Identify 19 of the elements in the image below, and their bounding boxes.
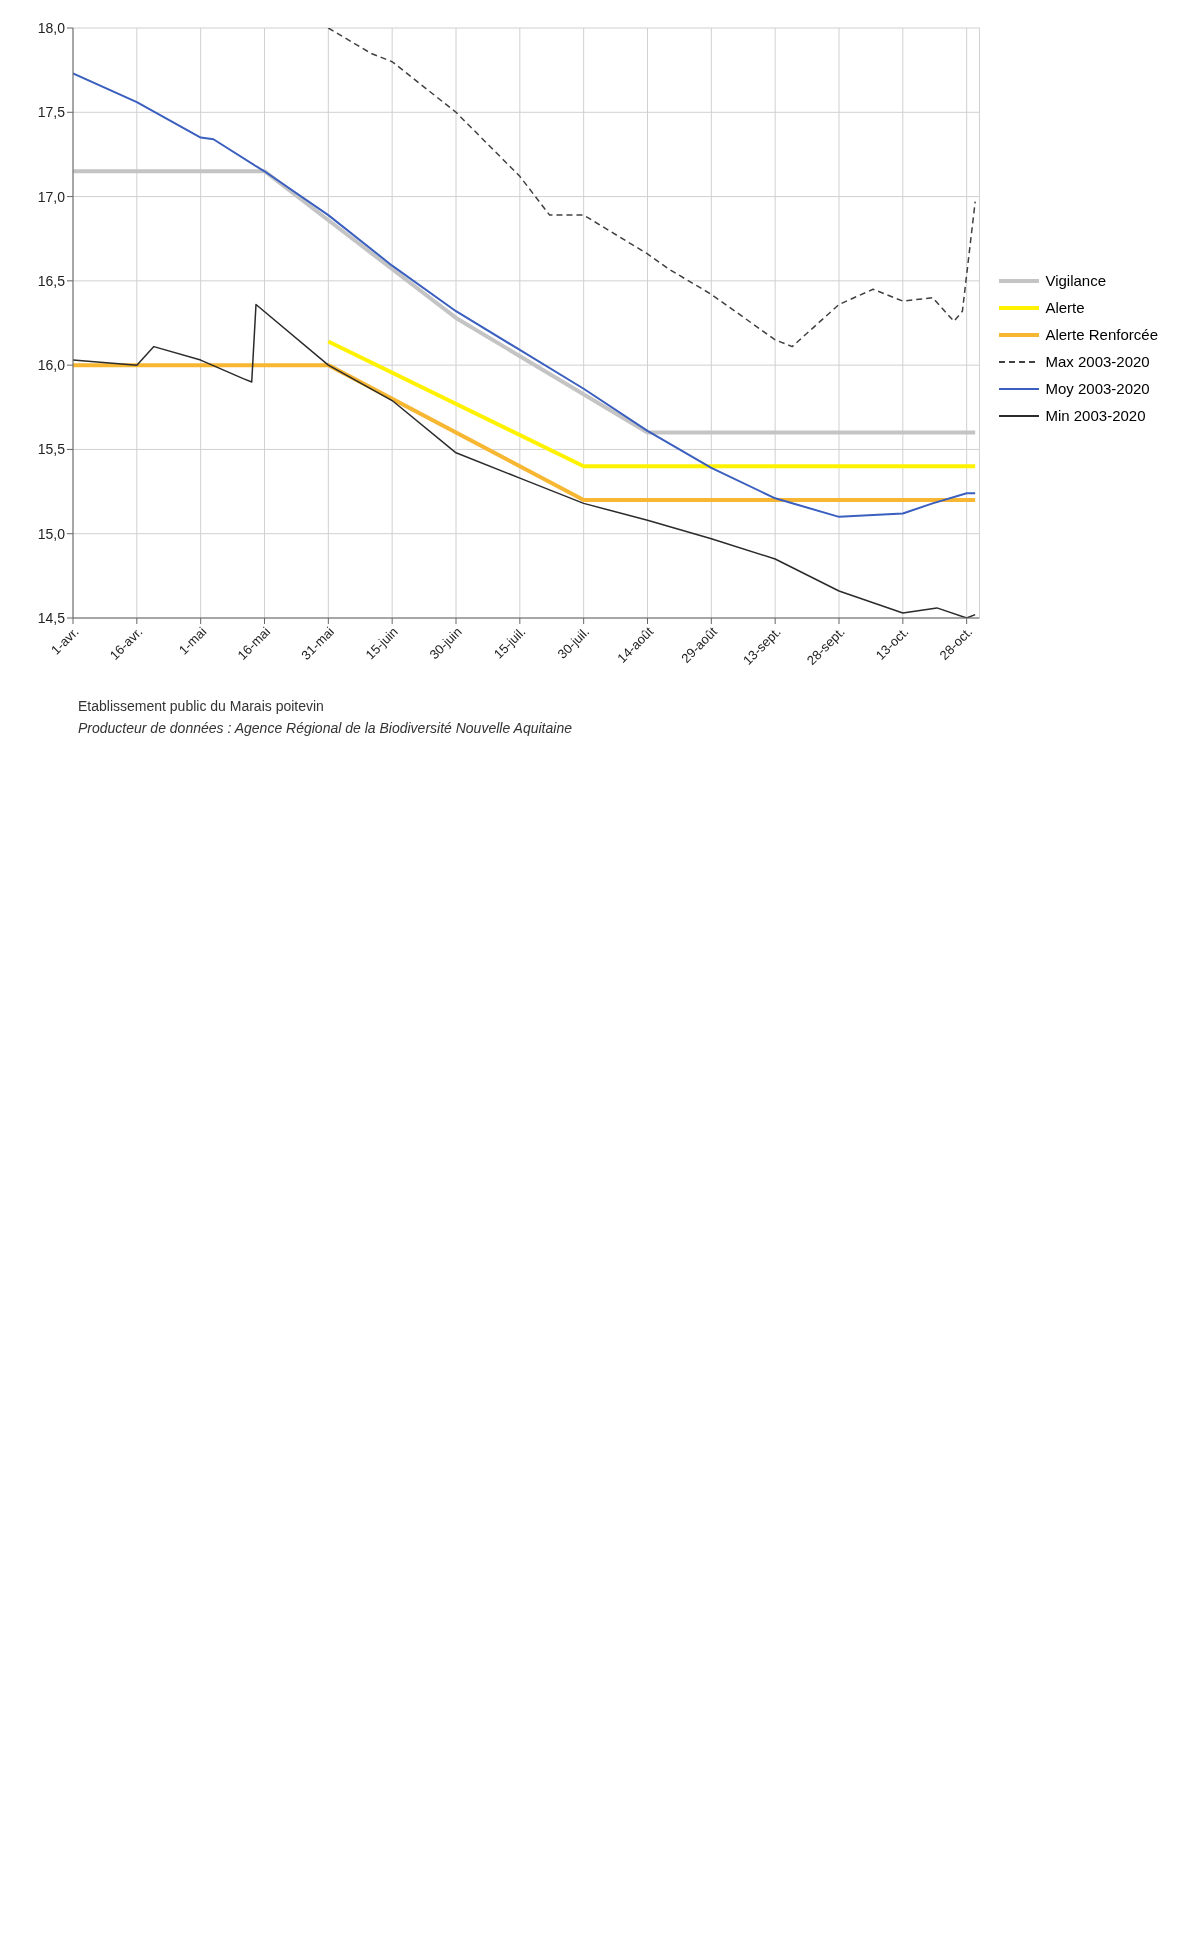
y-tick-label: 14,5 xyxy=(37,609,66,626)
y-tick-label: 17,0 xyxy=(37,188,66,205)
y-tick-label: 15,0 xyxy=(37,525,66,542)
y-tick-label: 16,5 xyxy=(37,272,66,289)
legend-label: Max 2003-2020 xyxy=(1045,353,1150,370)
text: Producteur de données : Agence Régional de la Biodiversité Nouvelle Aquitaine xyxy=(78,720,573,736)
line-series xyxy=(73,303,976,618)
text: Etablissement public du Marais poitevin xyxy=(78,698,325,714)
legend-label: Moy 2003-2020 xyxy=(1045,380,1150,397)
y-tick-label: 18,0 xyxy=(37,19,66,36)
y-tick-label: 17,5 xyxy=(37,104,66,121)
line-series xyxy=(73,72,977,518)
y-tick-label: 16,0 xyxy=(37,357,66,374)
legend-label: Vigilance xyxy=(1045,272,1107,289)
line-series xyxy=(327,28,976,348)
legend-label: Min 2003-2020 xyxy=(1045,407,1146,424)
legend-label: Alerte xyxy=(1045,299,1085,316)
y-tick-label: 15,5 xyxy=(37,441,66,458)
legend-label: Alerte Renforcée xyxy=(1045,326,1158,343)
